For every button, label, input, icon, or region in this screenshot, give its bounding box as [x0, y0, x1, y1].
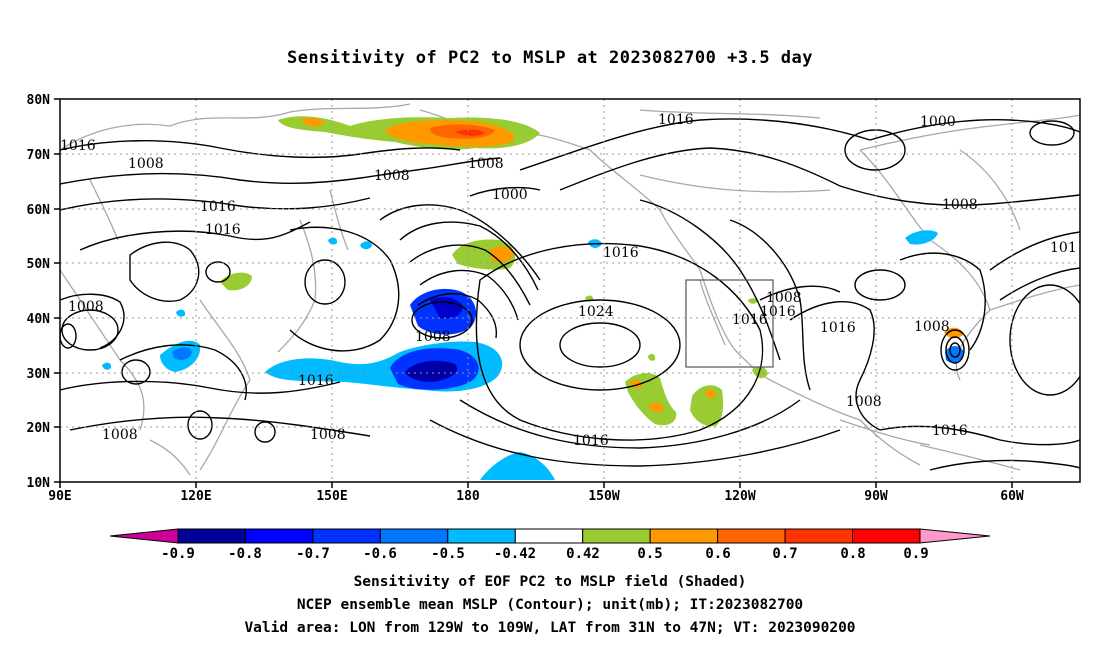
contour-label: 1008 — [310, 427, 346, 443]
lon-label: 90W — [864, 489, 888, 504]
mslp-contours — [60, 118, 1080, 471]
contour-label: 1016 — [732, 312, 768, 328]
colorbar-label: 0.7 — [772, 546, 797, 562]
contour-label: 1016 — [205, 222, 241, 238]
colorbar: -0.9 -0.8 -0.7 -0.6 -0.5 -0.42 0.42 0.5 … — [109, 528, 991, 562]
lon-label: 180 — [456, 489, 480, 504]
longitude-labels: 90E 120E 150E 180 150W 120W 90W 60W — [48, 489, 1024, 504]
contour-label: 1008 — [374, 168, 410, 184]
colorbar-low-arrow — [109, 528, 179, 544]
caption-valid-area: Valid area: LON from 129W to 109W, LAT f… — [244, 620, 856, 636]
lat-label: 60N — [27, 203, 51, 218]
contour-label: 1016 — [932, 423, 968, 439]
lat-label: 80N — [27, 93, 51, 108]
contour-label: 1016 — [573, 433, 609, 449]
contour-label: 1000 — [492, 187, 528, 203]
contour-labels: 1016 1008 1008 1016 1016 1008 1016 1008 … — [60, 112, 1077, 449]
contour-label: 1000 — [920, 114, 956, 130]
colorbar-segment — [244, 528, 314, 544]
colorbar-segment — [582, 528, 651, 544]
lat-label: 10N — [27, 476, 51, 491]
contour-label: 1024 — [578, 304, 614, 320]
colorbar-label: 0.42 — [566, 546, 600, 562]
caption-contour: NCEP ensemble mean MSLP (Contour); unit(… — [296, 597, 804, 613]
colorbar-segment — [447, 528, 516, 544]
contour-label: 1016 — [603, 245, 639, 261]
contour-label: 1008 — [468, 156, 504, 172]
contour-label: 1016 — [60, 138, 96, 154]
colorbar-label: 0.6 — [705, 546, 730, 562]
latitude-labels: 80N 70N 60N 50N 40N 30N 20N 10N — [27, 93, 51, 491]
colorbar-label: -0.42 — [494, 546, 536, 562]
grid-lines — [60, 99, 1080, 482]
colorbar-segment — [649, 528, 719, 544]
contour-label: 101 — [1050, 240, 1077, 256]
colorbar-segment — [852, 528, 921, 544]
valid-area-box — [685, 279, 774, 368]
colorbar-label: -0.6 — [363, 546, 397, 562]
lon-label: 120E — [180, 489, 211, 504]
colorbar-segment — [177, 528, 246, 544]
axis-ticks — [54, 98, 1013, 488]
coastlines — [60, 103, 1080, 476]
colorbar-label: -0.8 — [228, 546, 262, 562]
colorbar-label: 0.8 — [840, 546, 865, 562]
map-title: Sensitivity of PC2 to MSLP at 2023082700… — [286, 48, 813, 68]
lon-label: 150E — [316, 489, 347, 504]
plot-area: 1016 1008 1008 1016 1016 1008 1016 1008 … — [60, 99, 1080, 482]
colorbar-segment — [379, 528, 449, 544]
lon-label: 150W — [588, 489, 619, 504]
lat-label: 30N — [27, 367, 51, 382]
contour-label: 1016 — [760, 304, 796, 320]
contour-label: 1008 — [128, 156, 164, 172]
colorbar-high-arrow — [919, 528, 991, 544]
lon-label: 90E — [48, 489, 71, 504]
colorbar-label: 0.9 — [903, 546, 928, 562]
lat-label: 50N — [27, 257, 51, 272]
lat-label: 40N — [27, 312, 51, 327]
lat-label: 20N — [27, 421, 51, 436]
contour-label: 1008 — [766, 290, 802, 306]
plot-frame — [59, 98, 1081, 483]
contour-label: 1008 — [942, 197, 978, 213]
colorbar-segment — [514, 528, 584, 544]
contour-label: 1008 — [914, 319, 950, 335]
contour-label: 1008 — [102, 427, 138, 443]
colorbar-label: -0.9 — [161, 546, 195, 562]
contour-label: 1016 — [820, 320, 856, 336]
contour-label: 1016 — [298, 373, 334, 389]
lon-label: 60W — [1000, 489, 1024, 504]
colorbar-segment — [784, 528, 853, 544]
lon-label: 120W — [724, 489, 755, 504]
contour-label: 1016 — [658, 112, 694, 128]
colorbar-segment — [717, 528, 786, 544]
colorbar-label: 0.5 — [637, 546, 662, 562]
colorbar-segment — [312, 528, 381, 544]
contour-label: 1008 — [846, 394, 882, 410]
colorbar-label: -0.5 — [431, 546, 465, 562]
caption-shaded: Sensitivity of EOF PC2 to MSLP field (Sh… — [353, 574, 747, 590]
contour-label: 1008 — [415, 329, 451, 345]
contour-label: 1008 — [68, 299, 104, 315]
colorbar-label: -0.7 — [296, 546, 330, 562]
contour-label: 1016 — [200, 199, 236, 215]
lat-label: 70N — [27, 148, 51, 163]
